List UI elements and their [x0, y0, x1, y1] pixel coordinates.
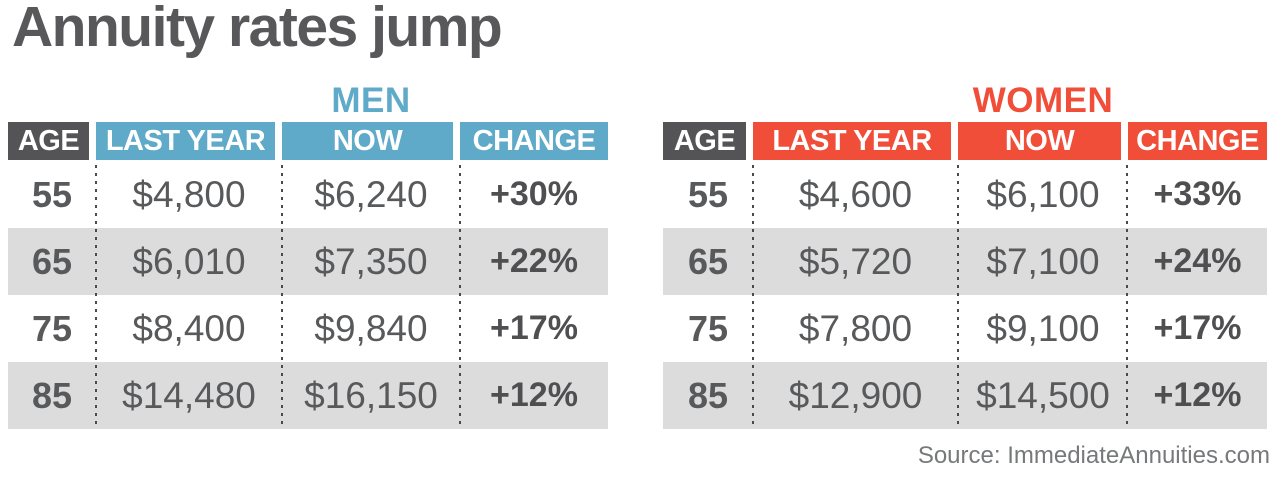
- cell-now: $6,100: [986, 173, 1100, 215]
- cell-age: 85: [687, 374, 729, 416]
- cell-last-year: $7,800: [798, 307, 913, 349]
- cell-now: $9,100: [986, 307, 1100, 349]
- men-rows: 55 $4,800 $6,240 +30% 65 $6,010 $7,350 +…: [8, 161, 608, 429]
- women-header-cell-now: NOW: [958, 122, 1128, 160]
- table-row: 65 $5,720 $7,100 +24%: [663, 228, 1267, 295]
- cell-last-year: $5,720: [798, 240, 913, 282]
- cell-change: +12%: [1153, 376, 1242, 414]
- cell-now: $9,840: [314, 307, 428, 349]
- cell-age: 85: [31, 374, 73, 416]
- cell-age: 55: [31, 173, 73, 215]
- cell-change: +12%: [490, 376, 578, 414]
- cell-change: +24%: [1153, 242, 1242, 280]
- table-row: 55 $4,600 $6,100 +33%: [663, 161, 1267, 228]
- cell-last-year: $4,800: [132, 173, 246, 215]
- men-header-cell-change: CHANGE: [460, 122, 608, 160]
- cell-last-year: $6,010: [132, 240, 246, 282]
- women-table: WOMEN AGE LAST YEAR NOW CHANGE 55 $4,600…: [663, 81, 1267, 430]
- cell-age: 55: [687, 173, 729, 215]
- women-group-label: WOMEN: [972, 81, 1114, 120]
- column-divider: [95, 165, 97, 427]
- column-divider: [459, 165, 461, 427]
- source-credit: Source: ImmediateAnnuities.com: [917, 442, 1270, 469]
- cell-age: 75: [687, 307, 729, 349]
- women-header-cell-change: CHANGE: [1128, 122, 1267, 160]
- men-header-row: AGE LAST YEAR NOW CHANGE: [8, 122, 608, 160]
- table-row: 75 $7,800 $9,100 +17%: [663, 295, 1267, 362]
- table-row: 75 $8,400 $9,840 +17%: [8, 295, 608, 362]
- cell-change: +30%: [490, 175, 578, 213]
- cell-last-year: $4,600: [798, 173, 913, 215]
- table-row: 65 $6,010 $7,350 +22%: [8, 228, 608, 295]
- cell-now: $16,150: [304, 374, 438, 416]
- table-row: 85 $12,900 $14,500 +12%: [663, 362, 1267, 429]
- cell-now: $7,350: [314, 240, 428, 282]
- women-header-row: AGE LAST YEAR NOW CHANGE: [663, 122, 1267, 160]
- women-header-cell-age: AGE: [663, 122, 753, 160]
- men-header-cell-now: NOW: [282, 122, 460, 160]
- cell-change: +22%: [490, 242, 578, 280]
- cell-now: $6,240: [314, 173, 428, 215]
- cell-change: +33%: [1153, 175, 1242, 213]
- cell-age: 65: [31, 240, 73, 282]
- men-table: MEN AGE LAST YEAR NOW CHANGE 55 $4,800 $…: [8, 81, 608, 430]
- cell-now: $7,100: [986, 240, 1100, 282]
- cell-last-year: $14,480: [122, 374, 256, 416]
- column-divider: [1126, 165, 1128, 427]
- cell-change: +17%: [1153, 309, 1242, 347]
- men-header-cell-age: AGE: [8, 122, 96, 160]
- table-row: 55 $4,800 $6,240 +30%: [8, 161, 608, 228]
- cell-last-year: $12,900: [788, 374, 923, 416]
- column-divider: [752, 165, 754, 427]
- women-header-cell-last-year: LAST YEAR: [753, 122, 958, 160]
- cell-age: 75: [31, 307, 73, 349]
- cell-now: $14,500: [976, 374, 1110, 416]
- cell-last-year: $8,400: [132, 307, 246, 349]
- column-divider: [281, 165, 283, 427]
- page-title: Annuity rates jump: [12, 0, 503, 59]
- men-header-cell-last-year: LAST YEAR: [96, 122, 282, 160]
- cell-change: +17%: [490, 309, 578, 347]
- cell-age: 65: [687, 240, 729, 282]
- column-divider: [957, 165, 959, 427]
- women-rows: 55 $4,600 $6,100 +33% 65 $5,720 $7,100 +…: [663, 161, 1267, 429]
- table-row: 85 $14,480 $16,150 +12%: [8, 362, 608, 429]
- men-group-label: MEN: [331, 81, 411, 120]
